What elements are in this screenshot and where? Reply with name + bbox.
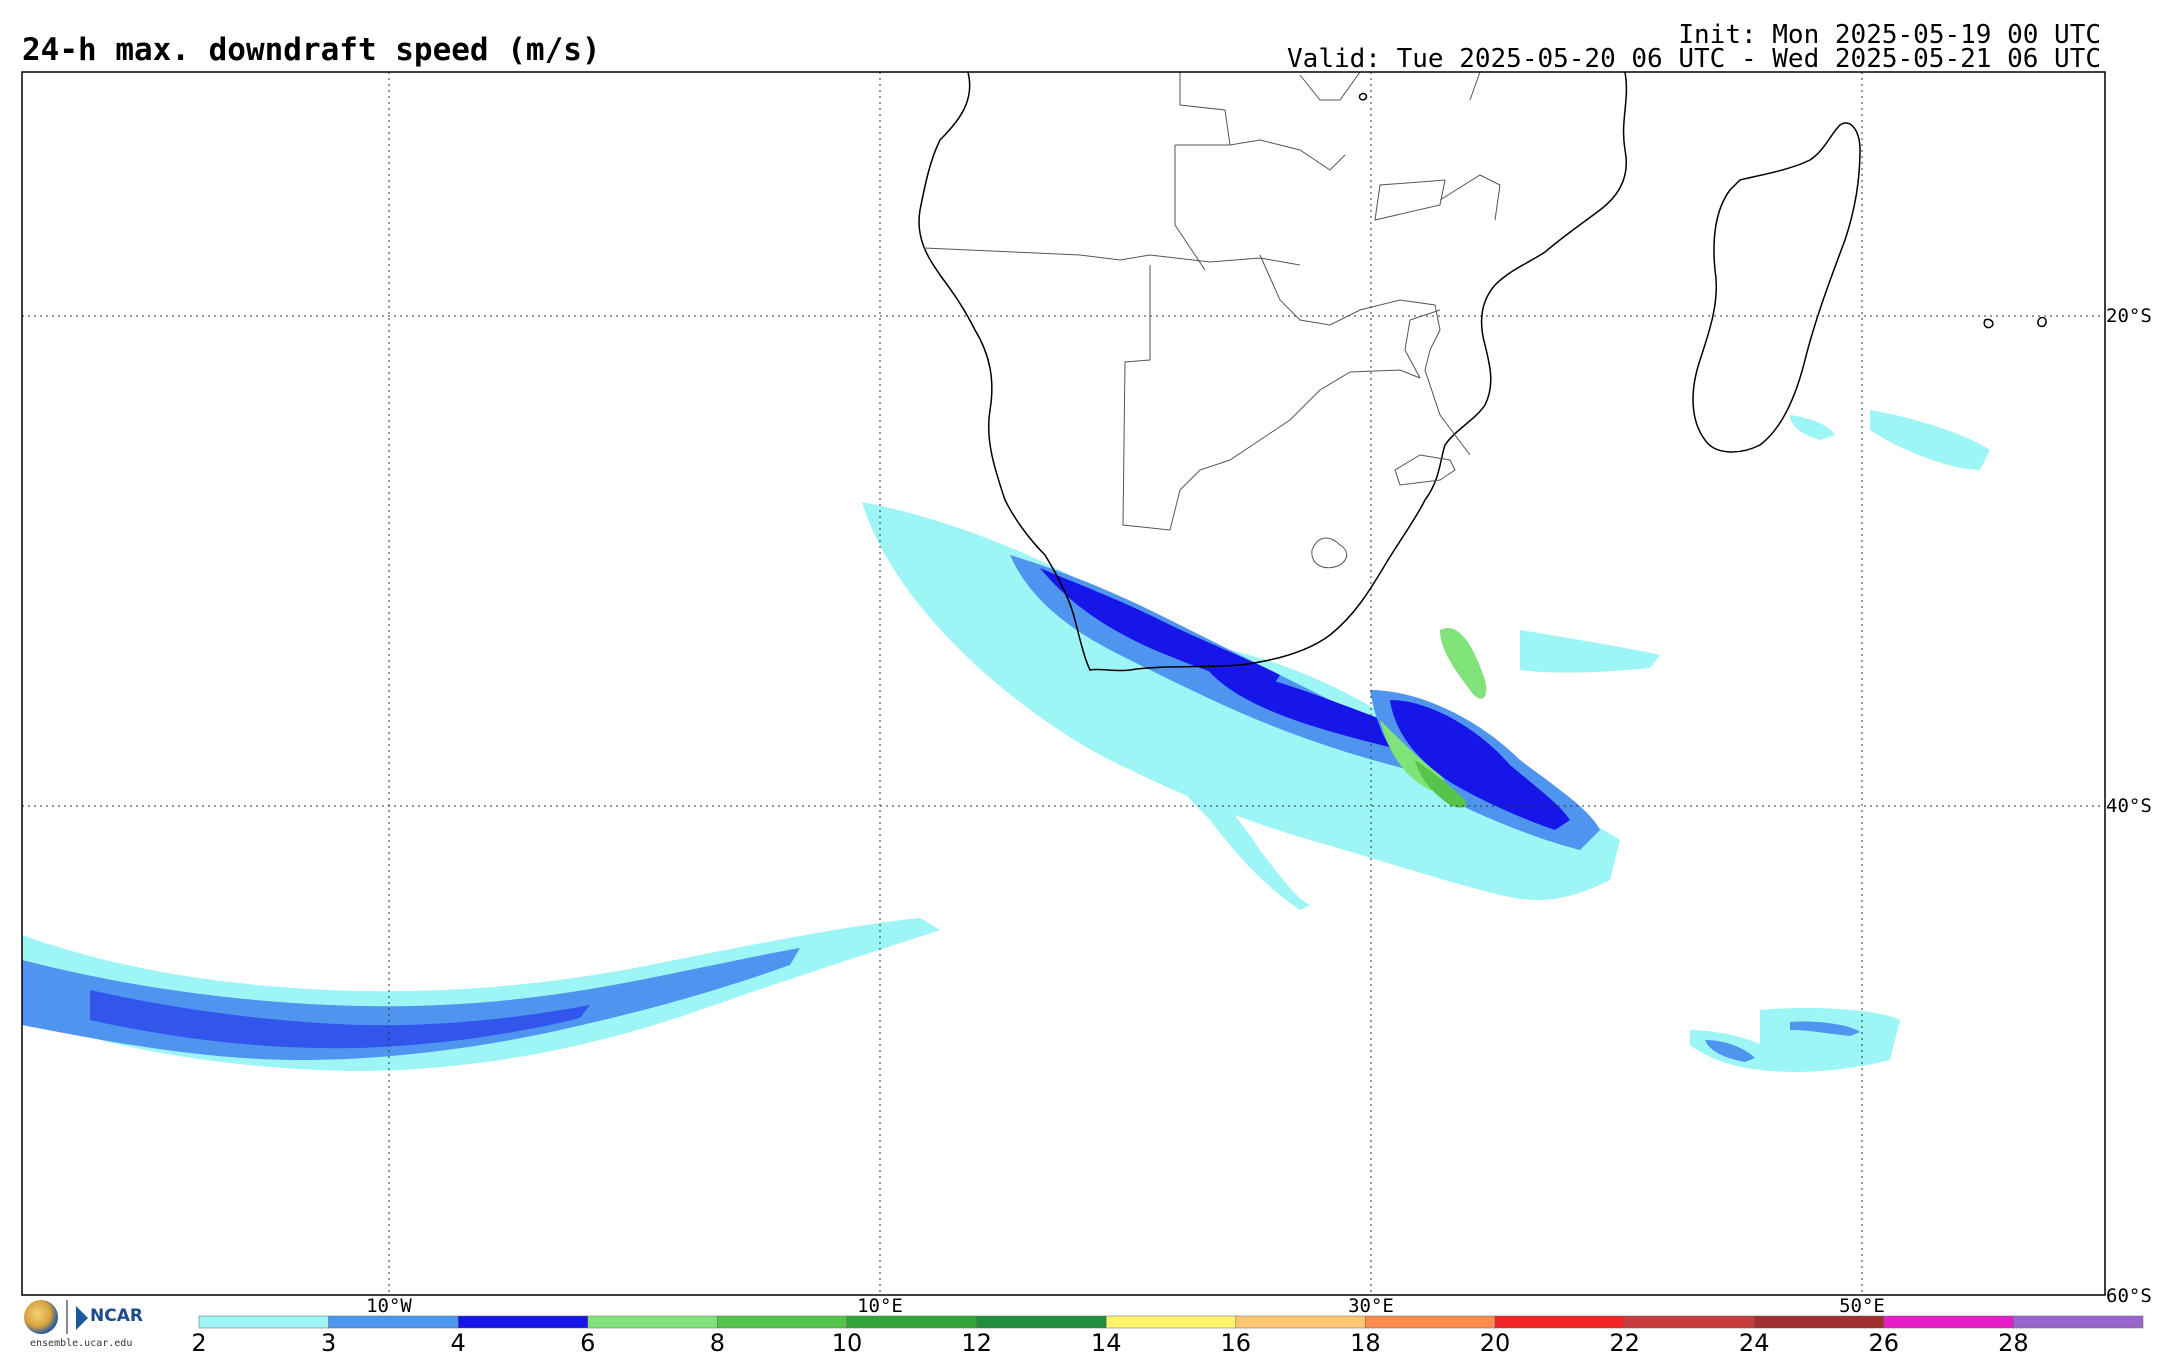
colorbar-tick-label: 18 [1350,1329,1381,1354]
colorbar-swatch [1494,1315,1625,1329]
lon-label-10w: 10°W [366,1295,412,1317]
colorbar-swatch [1235,1315,1366,1329]
map-title: 24-h max. downdraft speed (m/s) [22,32,601,68]
ncar-mark-icon [76,1306,88,1330]
colorbar-tick-label: 12 [961,1329,992,1354]
colorbar-tick-label: 20 [1480,1329,1511,1354]
colorbar-tick-label: 24 [1739,1329,1770,1354]
lon-label-10e: 10°E [857,1295,903,1317]
colorbar-swatch [1883,1315,2014,1329]
colorbar-swatch [1753,1315,1885,1329]
colorbar-tick-label: 3 [321,1329,336,1354]
colorbar-swatch [2013,1315,2144,1329]
colorbar-swatch [717,1315,848,1329]
colorbar-tick-label: 28 [1998,1329,2029,1354]
colorbar-swatch [1365,1315,1496,1329]
ncar-nsf-logo: NCAR ensemble.ucar.edu [22,1298,162,1354]
logo-url: ensemble.ucar.edu [30,1338,133,1349]
colorbar-tick-label: 10 [832,1329,863,1354]
lat-label-20s: 20°S [2106,305,2152,327]
coastlines [918,72,2047,672]
colorbar-swatch [1105,1315,1237,1329]
country-borders [923,72,1501,569]
colorbar-swatch [457,1315,589,1329]
map-frame-content [22,72,2105,1295]
colorbar-tick-label: 2 [191,1329,206,1354]
colorbar-swatch [1624,1315,1755,1329]
colorbar-tick-label: 26 [1869,1329,1900,1354]
graticule [22,72,2105,1295]
colorbar-swatch [328,1315,459,1329]
colorbar-labels: 2 3 4 6 8 10 12 14 16 18 20 22 24 26 28 [191,1329,2028,1354]
colorbar-tick-label: 14 [1091,1329,1122,1354]
colorbar-tick-label: 22 [1609,1329,1640,1354]
colorbar [198,1315,2144,1329]
colorbar-swatch [587,1315,718,1329]
colorbar-swatch [198,1315,329,1329]
lat-label-60s: 60°S [2106,1285,2152,1307]
downdraft-field-atlantic [22,918,940,1071]
map-frame [21,71,2106,1296]
downdraft-field-indian [1690,410,1990,1072]
colorbar-tick-label: 6 [580,1329,595,1354]
colorbar-swatch [846,1315,977,1329]
init-time: Init: Mon 2025-05-19 00 UTC [1678,20,2101,50]
colorbar-swatch [976,1315,1107,1329]
lat-label-40s: 40°S [2106,795,2152,817]
colorbar-tick-label: 8 [710,1329,725,1354]
nsf-seal-icon [24,1300,58,1334]
logo-divider [66,1300,68,1334]
colorbar-tick-label: 4 [451,1329,466,1354]
lon-label-50e: 50°E [1839,1295,1885,1317]
ncar-logo-text: NCAR [90,1306,143,1326]
lon-label-30e: 30°E [1348,1295,1394,1317]
colorbar-tick-label: 16 [1221,1329,1252,1354]
valid-time: Valid: Tue 2025-05-20 06 UTC - Wed 2025-… [1287,44,2101,74]
downdraft-field-africa [862,502,1660,910]
